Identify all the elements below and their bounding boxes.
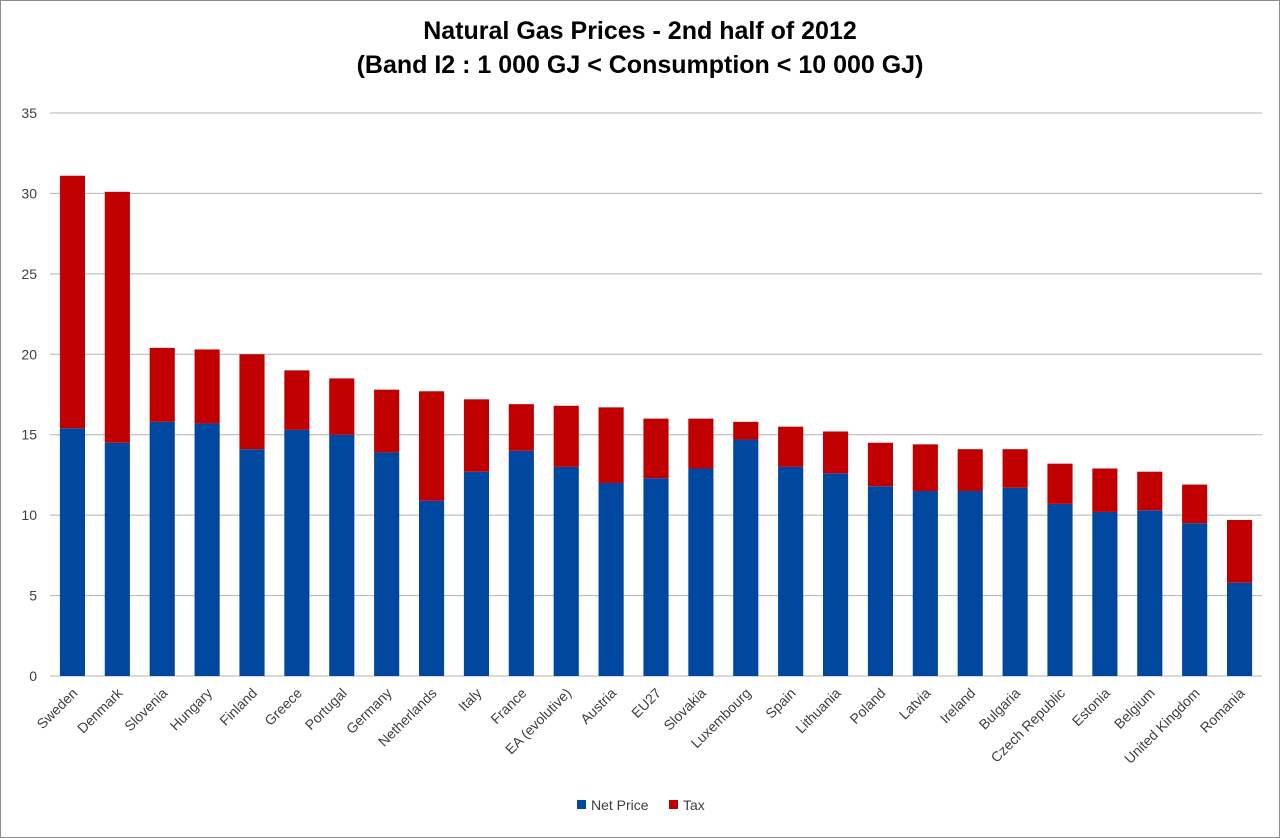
bar-tax [194, 349, 220, 424]
bar-net-price [912, 491, 938, 676]
legend-label: Tax [683, 797, 705, 813]
bar-net-price [1047, 503, 1073, 676]
bar-net-price [329, 434, 355, 676]
bar-tax [1226, 519, 1253, 583]
bar-net-price [284, 429, 310, 676]
bar-tax [1182, 484, 1208, 524]
bar-tax [1092, 468, 1118, 512]
x-tick-label: Ireland [937, 685, 979, 727]
bar-net-price [1182, 523, 1208, 676]
bar-net-price [194, 423, 220, 676]
x-tick-label: Denmark [74, 684, 126, 736]
bar-net-price [733, 439, 759, 676]
y-tick-label: 30 [21, 185, 37, 201]
legend-swatch [577, 800, 586, 809]
x-tick-label: Slovenia [121, 685, 170, 734]
bar-tax [239, 354, 265, 450]
x-tick-label: Finland [216, 685, 260, 729]
y-tick-label: 0 [29, 668, 37, 684]
bar-tax [418, 391, 445, 501]
bar-tax [508, 404, 534, 451]
bar-tax [59, 175, 86, 429]
x-tick-label: EU27 [628, 685, 664, 721]
bar-tax [598, 407, 624, 483]
bar-net-price [553, 466, 579, 676]
x-tick-label: Poland [846, 685, 888, 727]
bar-tax [912, 444, 938, 492]
chart-title-block: Natural Gas Prices - 2nd half of 2012 (B… [0, 14, 1280, 82]
x-tick-label: Estonia [1069, 685, 1113, 729]
legend-label: Net Price [591, 797, 649, 813]
bar-tax [329, 378, 355, 435]
bar-net-price [239, 449, 265, 676]
x-tick-label: Romania [1197, 685, 1248, 736]
bar-net-price [463, 471, 490, 676]
legend-swatch [669, 800, 678, 809]
y-tick-label: 10 [21, 507, 37, 523]
bar-tax [778, 426, 804, 467]
bar-net-price [598, 482, 624, 676]
x-tick-label: Greece [261, 685, 305, 729]
bar-tax [688, 418, 714, 469]
x-tick-label: Lithuania [792, 685, 844, 737]
bar-net-price [374, 452, 400, 676]
bars [59, 175, 1253, 676]
x-tick-label: Hungary [166, 685, 215, 734]
y-axis-ticks: 0 5 10 15 20 25 30 35 [21, 105, 37, 684]
bar-net-price [508, 450, 534, 676]
bar-tax [553, 405, 579, 467]
x-tick-label: France [487, 685, 529, 727]
bar-net-price [104, 442, 130, 676]
bar-net-price [778, 466, 804, 676]
bar-tax [374, 389, 400, 453]
legend: Net Price Tax [577, 797, 705, 813]
bar-net-price [867, 486, 894, 676]
bar-net-price [1226, 582, 1253, 676]
bar-tax [463, 399, 490, 472]
x-tick-label: Latvia [896, 685, 934, 723]
x-tick-label: Austria [577, 685, 619, 727]
bar-tax [867, 442, 894, 487]
bar-tax [822, 431, 849, 474]
bar-tax [1047, 463, 1073, 504]
bar-tax [1002, 449, 1028, 488]
y-tick-label: 35 [21, 105, 37, 121]
bar-net-price [59, 428, 86, 676]
bar-tax [957, 449, 983, 492]
bar-net-price [957, 491, 983, 676]
bar-net-price [822, 473, 849, 676]
bar-tax [149, 347, 175, 422]
bar-net-price [688, 468, 714, 676]
y-tick-label: 25 [21, 266, 37, 282]
bar-net-price [149, 421, 175, 676]
x-tick-label: Italy [455, 685, 484, 714]
bar-net-price [418, 500, 445, 676]
chart-title: Natural Gas Prices - 2nd half of 2012 [423, 17, 857, 45]
chart-subtitle: (Band I2 : 1 000 GJ < Consumption < 10 0… [356, 51, 924, 79]
bar-net-price [1002, 487, 1028, 676]
y-tick-label: 5 [29, 588, 37, 604]
y-tick-label: 15 [21, 427, 37, 443]
y-tick-label: 20 [21, 346, 37, 362]
bar-net-price [1092, 511, 1118, 676]
x-tick-label: Spain [762, 685, 799, 722]
bar-net-price [643, 478, 669, 676]
bar-net-price [1137, 510, 1163, 676]
bar-tax [643, 418, 669, 479]
bar-tax [1137, 471, 1163, 511]
bar-tax [284, 370, 310, 430]
bar-tax [733, 421, 759, 440]
bar-tax [104, 191, 130, 443]
